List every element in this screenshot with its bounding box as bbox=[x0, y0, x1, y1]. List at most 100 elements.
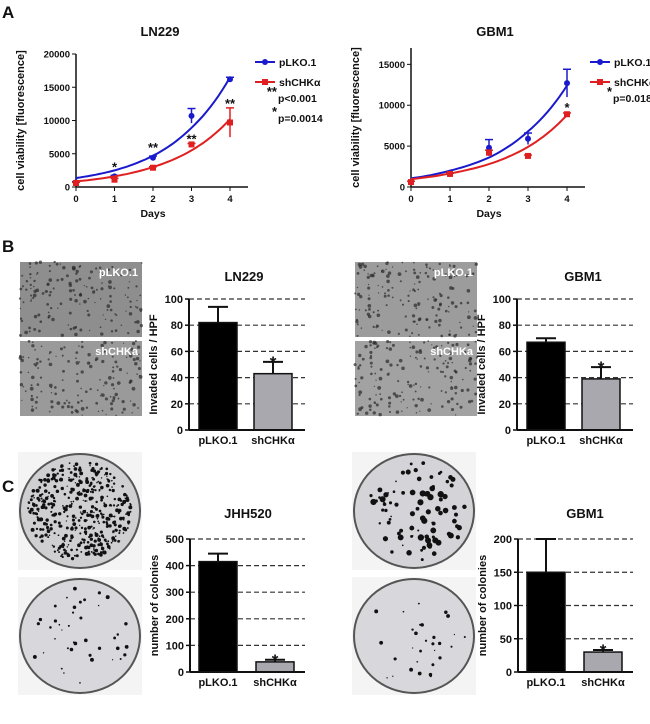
colony-dot bbox=[44, 522, 48, 526]
colony-dot bbox=[68, 504, 73, 508]
colony-dot bbox=[392, 490, 396, 494]
cell-dot bbox=[62, 266, 66, 270]
cell-dot bbox=[415, 275, 420, 279]
colony-dot bbox=[32, 521, 36, 525]
cell-dot bbox=[452, 270, 455, 273]
colony-dot bbox=[100, 477, 103, 479]
cell-dot bbox=[372, 325, 375, 329]
cell-dot bbox=[381, 269, 385, 274]
photo-label: pLKO.1 bbox=[434, 267, 473, 279]
cell-dot bbox=[21, 274, 24, 277]
colony-dot bbox=[409, 489, 416, 496]
colony-dot bbox=[409, 462, 413, 466]
colony-dot bbox=[118, 529, 121, 532]
cell-dot bbox=[442, 362, 445, 365]
y-tick-label: 10000 bbox=[379, 101, 405, 112]
cell-dot bbox=[385, 347, 389, 350]
colony-dot bbox=[38, 486, 42, 489]
cell-dot bbox=[367, 273, 369, 275]
cell-dot bbox=[79, 328, 83, 332]
cell-dot bbox=[401, 391, 403, 394]
cell-dot bbox=[414, 356, 417, 359]
cell-dot bbox=[38, 260, 43, 264]
cell-dot bbox=[467, 400, 472, 404]
cell-dot bbox=[466, 288, 471, 293]
cell-dot bbox=[98, 266, 102, 269]
cell-dot bbox=[54, 386, 57, 389]
colony-dot bbox=[105, 540, 107, 543]
cell-dot bbox=[466, 343, 470, 347]
colony-dot bbox=[29, 498, 33, 502]
cell-dot bbox=[22, 355, 25, 358]
cell-dot bbox=[114, 360, 118, 364]
colony-dot bbox=[61, 553, 64, 556]
cell-dot bbox=[56, 278, 59, 282]
colony-dot bbox=[85, 479, 89, 483]
cell-dot bbox=[357, 365, 360, 368]
colony-dot bbox=[83, 493, 88, 498]
colony-dot bbox=[53, 520, 57, 524]
colony-dot bbox=[67, 624, 70, 627]
cell-dot bbox=[50, 405, 54, 409]
cell-dot bbox=[99, 326, 102, 329]
cell-dot bbox=[101, 359, 105, 364]
cell-dot bbox=[448, 311, 450, 313]
cell-dot bbox=[103, 384, 105, 387]
colony-dot bbox=[444, 610, 448, 615]
colony-dot bbox=[94, 548, 99, 553]
colony-dot bbox=[97, 646, 102, 650]
colony-dot bbox=[74, 517, 77, 519]
cell-dot bbox=[450, 397, 454, 401]
colony-dot bbox=[65, 520, 68, 522]
colony-dot bbox=[89, 490, 92, 493]
cell-dot bbox=[439, 294, 443, 298]
cell-dot bbox=[413, 290, 416, 293]
colony-dot bbox=[105, 516, 110, 521]
cell-dot bbox=[46, 283, 50, 286]
colony-dot bbox=[36, 516, 39, 519]
colony-dot bbox=[125, 498, 130, 502]
cell-dot bbox=[40, 345, 43, 348]
colony-dot bbox=[112, 504, 116, 507]
panel-label-b: B bbox=[2, 237, 14, 256]
colony-dot bbox=[27, 501, 31, 504]
cell-dot bbox=[75, 351, 79, 355]
cell-dot bbox=[417, 318, 421, 322]
colony-dot bbox=[98, 488, 101, 491]
cell-dot bbox=[27, 371, 30, 374]
cell-dot bbox=[452, 264, 456, 268]
colony-dot bbox=[419, 490, 426, 497]
colony-dot bbox=[92, 528, 94, 530]
colony-dot bbox=[32, 502, 34, 504]
colony-dot bbox=[60, 555, 63, 558]
colony-dot bbox=[71, 514, 76, 518]
cell-dot bbox=[401, 261, 404, 264]
cell-dot bbox=[404, 328, 408, 332]
cell-dot bbox=[123, 342, 125, 344]
cell-dot bbox=[432, 276, 437, 281]
colony-dot bbox=[73, 554, 76, 557]
colony-dot bbox=[63, 672, 65, 674]
cell-dot bbox=[48, 410, 51, 413]
colony-dot bbox=[102, 513, 105, 516]
cell-dot bbox=[95, 401, 99, 405]
cell-dot bbox=[85, 390, 88, 394]
colony-dot bbox=[112, 489, 115, 492]
colony-dot bbox=[390, 515, 392, 518]
cell-dot bbox=[127, 332, 130, 335]
cell-dot bbox=[108, 285, 112, 290]
cell-dot bbox=[86, 309, 89, 313]
cell-dot bbox=[386, 279, 390, 284]
cell-dot bbox=[122, 407, 126, 411]
cell-dot bbox=[22, 301, 25, 304]
cell-dot bbox=[29, 283, 32, 287]
colony-dot bbox=[83, 518, 87, 523]
colony-dot bbox=[43, 477, 47, 482]
y-tick-label: 150 bbox=[494, 567, 512, 579]
cell-dot bbox=[413, 261, 415, 264]
cell-dot bbox=[431, 344, 433, 346]
cell-dot bbox=[48, 362, 53, 367]
cell-dot bbox=[467, 333, 471, 336]
cell-dot bbox=[28, 262, 32, 265]
cell-dot bbox=[47, 314, 51, 318]
